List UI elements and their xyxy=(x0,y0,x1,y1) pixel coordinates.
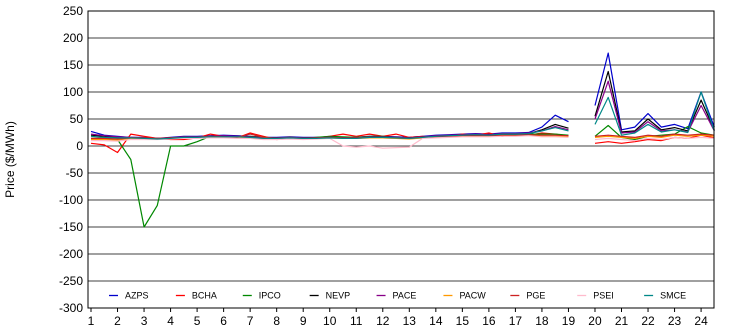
x-tick-label: 8 xyxy=(273,314,280,328)
legend-label-pacw: PACW xyxy=(459,291,486,301)
x-tick-label: 5 xyxy=(194,314,201,328)
x-tick-label: 12 xyxy=(376,314,390,328)
legend-label-pace: PACE xyxy=(393,291,417,301)
x-tick-label: 22 xyxy=(641,314,655,328)
x-tick-label: 23 xyxy=(668,314,682,328)
y-tick-label: 0 xyxy=(76,139,83,153)
x-tick-label: 16 xyxy=(482,314,496,328)
x-tick-label: 20 xyxy=(588,314,602,328)
y-axis-ticks: 250 200 150 100 50 0 -50 -100 -150 -200 -250 -300 xyxy=(59,4,83,315)
y-tick-label: -300 xyxy=(59,301,83,315)
y-tick-label: 150 xyxy=(63,58,83,72)
y-tick-label: -200 xyxy=(59,247,83,261)
y-tick-label: 50 xyxy=(70,112,84,126)
y-tick-label: -150 xyxy=(59,220,83,234)
legend-label-pge: PGE xyxy=(526,291,545,301)
x-tick-label: 9 xyxy=(300,314,307,328)
y-tick-label: -50 xyxy=(66,166,84,180)
legend-label-bcha: BCHA xyxy=(192,291,217,301)
y-axis-label: Price ($/MWh) xyxy=(3,121,17,198)
y-tick-label: -250 xyxy=(59,274,83,288)
x-tick-label: 21 xyxy=(615,314,629,328)
x-tick-label: 15 xyxy=(456,314,470,328)
x-tick-label: 7 xyxy=(247,314,254,328)
legend-label-smce: SMCE xyxy=(660,291,686,301)
y-tick-label: 200 xyxy=(63,31,83,45)
legend-label-azps: AZPS xyxy=(125,291,149,301)
x-tick-label: 18 xyxy=(535,314,549,328)
legend: AZPS BCHA IPCO NEVP PACE PACW PGE PSEI SMCE xyxy=(103,287,705,304)
x-tick-label: 19 xyxy=(562,314,576,328)
x-tick-label: 13 xyxy=(403,314,417,328)
x-tick-label: 11 xyxy=(350,314,363,328)
plot-frame xyxy=(87,10,715,309)
x-tick-label: 2 xyxy=(114,314,121,328)
x-axis-ticks: 1 2 3 4 5 6 7 8 9 10 11 12 13 14 15 16 17 18 19 20 21 22 23 24 xyxy=(88,308,708,328)
series-line-smce xyxy=(90,91,715,140)
legend-label-nevp: NEVP xyxy=(326,291,351,301)
x-tick-label: 1 xyxy=(88,314,95,328)
legend-box xyxy=(103,287,705,304)
y-tick-label: -100 xyxy=(59,193,83,207)
x-tick-label: 17 xyxy=(509,314,523,328)
x-tick-label: 6 xyxy=(220,314,227,328)
y-tick-label: 100 xyxy=(63,85,83,99)
x-tick-label: 24 xyxy=(694,314,708,328)
x-tick-label: 3 xyxy=(141,314,148,328)
series-lines xyxy=(90,52,715,228)
x-tick-label: 10 xyxy=(323,314,337,328)
legend-label-ipco: IPCO xyxy=(259,291,281,301)
y-tick-label: 250 xyxy=(63,4,83,18)
x-tick-label: 14 xyxy=(429,314,443,328)
legend-label-psei: PSEI xyxy=(593,291,614,301)
x-tick-label: 4 xyxy=(167,314,174,328)
